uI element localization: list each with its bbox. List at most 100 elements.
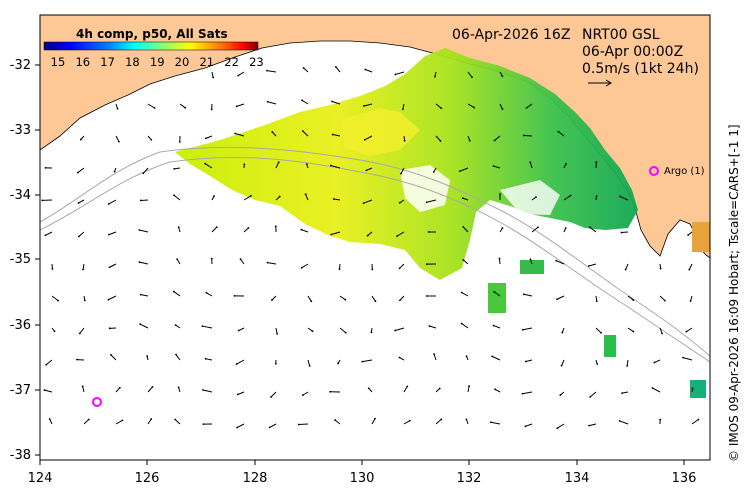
current-arrow: [205, 135, 213, 139]
current-arrow-head: [277, 161, 280, 164]
current-arrow: [364, 135, 373, 141]
current-arrow-head: [175, 353, 177, 356]
current-arrow: [301, 229, 309, 233]
current-arrow: [267, 262, 277, 265]
x-tick-label: 124: [28, 471, 53, 486]
current-arrow: [395, 327, 405, 331]
current-arrow: [625, 263, 629, 270]
current-arrow-head: [270, 396, 272, 398]
current-arrow: [269, 423, 277, 428]
current-arrow: [622, 391, 629, 394]
current-arrow-head: [564, 227, 567, 229]
current-arrow-head: [396, 235, 398, 237]
current-arrow: [334, 419, 341, 425]
current-arrow-head: [689, 300, 692, 302]
current-arrow-head: [344, 298, 347, 301]
current-arrow-head: [462, 225, 465, 228]
current-arrow-head: [76, 171, 79, 174]
current-arrow: [371, 295, 376, 302]
current-arrow: [331, 231, 341, 235]
current-arrow-head: [116, 107, 119, 110]
current-arrow-head: [77, 202, 80, 204]
current-arrow: [522, 327, 533, 331]
colorbar-tick-label: 21: [199, 55, 214, 69]
current-arrow: [399, 295, 405, 301]
current-arrow-head: [525, 106, 528, 109]
current-arrow: [563, 195, 571, 201]
current-arrow-head: [620, 231, 623, 234]
current-arrow-head: [493, 290, 496, 293]
current-arrow-head: [311, 330, 314, 333]
current-arrow: [426, 199, 437, 203]
current-arrow: [108, 199, 117, 205]
current-arrow-head: [331, 100, 333, 103]
current-arrow: [461, 292, 469, 297]
current-arrow: [45, 359, 53, 366]
current-arrow: [204, 163, 213, 169]
current-arrow: [243, 227, 249, 233]
x-tick-label: 126: [135, 471, 160, 486]
scale-arrow-icon: [588, 79, 612, 87]
vector-scale-label: 0.5m/s (1kt 24h): [582, 61, 699, 77]
plot-frame: [39, 14, 711, 461]
current-arrow: [467, 385, 470, 393]
current-arrow: [365, 69, 373, 73]
argo-float-marker[interactable]: [649, 166, 659, 176]
current-arrow-head: [235, 105, 238, 108]
current-arrow-head: [51, 268, 54, 270]
current-arrow: [51, 295, 59, 302]
current-arrow-head: [300, 228, 303, 231]
current-arrow-head: [57, 299, 60, 302]
current-arrow-head: [460, 322, 463, 325]
current-arrow-head: [521, 392, 524, 395]
current-arrow-head: [621, 392, 624, 395]
current-arrow-head: [561, 331, 564, 334]
current-arrow-head: [138, 229, 141, 231]
current-arrow-head: [250, 194, 252, 197]
current-arrow: [459, 167, 469, 172]
current-arrow-head: [465, 355, 468, 358]
current-arrow: [174, 167, 181, 170]
current-arrow-head: [301, 394, 304, 397]
current-arrow-head: [362, 202, 365, 205]
current-arrow: [139, 261, 149, 265]
current-arrow: [652, 387, 661, 393]
current-arrow-head: [331, 133, 334, 136]
y-tick-label: -34: [10, 188, 31, 203]
current-arrow: [558, 131, 565, 137]
current-arrow-head: [202, 389, 204, 391]
current-arrow: [44, 389, 53, 393]
current-arrow: [175, 354, 181, 361]
current-arrow-head: [268, 426, 271, 429]
current-arrow-head: [361, 360, 364, 363]
current-arrow: [211, 226, 218, 233]
current-arrow: [275, 327, 278, 334]
product-time: 06-Apr 00:00Z: [582, 44, 683, 60]
current-arrow-head: [659, 418, 662, 421]
current-arrow-head: [113, 170, 116, 173]
current-arrow-head: [44, 234, 47, 237]
current-arrow: [621, 231, 629, 234]
current-arrow-head: [398, 201, 401, 204]
sst-satellite-patch: [175, 48, 638, 280]
current-arrow: [115, 135, 120, 142]
colorbar: 4h comp, p50, All Sats 15 16 17 18 19 20 21 22 2…: [43, 27, 264, 69]
current-arrow: [179, 103, 186, 109]
y-axis-ticks: -32 -33 -34 -35 -36 -37 -38: [10, 58, 40, 463]
current-arrow-head: [301, 99, 303, 102]
current-arrow-head: [239, 258, 242, 261]
current-arrow: [682, 357, 693, 361]
current-arrow-head: [173, 194, 175, 197]
current-arrow: [435, 418, 442, 425]
current-arrow-head: [600, 331, 602, 334]
current-arrow: [331, 101, 341, 105]
current-arrow-head: [434, 75, 436, 78]
current-arrow-head: [337, 362, 339, 365]
current-arrow-head: [619, 195, 621, 198]
current-arrow-head: [428, 325, 431, 327]
current-arrow-head: [330, 233, 333, 236]
current-arrow-head: [344, 331, 347, 334]
current-arrow-head: [204, 357, 207, 360]
float-marker[interactable]: [92, 397, 102, 407]
sst-patch-small: [690, 380, 706, 398]
